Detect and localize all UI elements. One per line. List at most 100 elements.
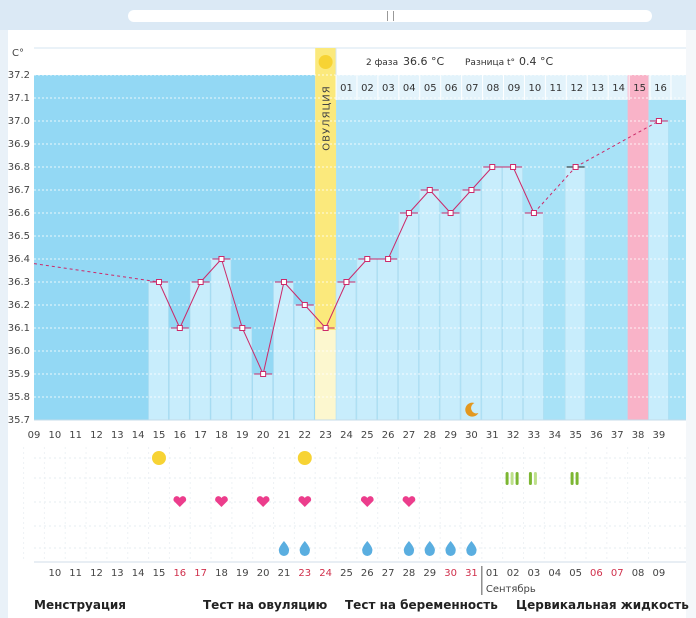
diff-value: 0.4 °C bbox=[519, 55, 553, 68]
legend-pregnancy-test[interactable]: Тест на беременность bbox=[345, 598, 498, 612]
temperature-point[interactable] bbox=[426, 187, 433, 193]
top-date-label: 06 bbox=[445, 83, 458, 94]
temperature-line-segment bbox=[304, 304, 326, 329]
cervical-fluid-bar bbox=[533, 472, 537, 485]
temperature-line-segment bbox=[429, 189, 451, 214]
header-strip bbox=[34, 48, 686, 75]
temperature-line-segment bbox=[283, 281, 306, 306]
date-label: 24 bbox=[319, 568, 332, 579]
temperature-point[interactable] bbox=[322, 325, 329, 331]
cycle-day-label: 28 bbox=[423, 430, 436, 441]
temperature-point[interactable] bbox=[468, 187, 475, 193]
top-date-label: 09 bbox=[508, 83, 521, 94]
temperature-line-segment bbox=[408, 189, 431, 214]
date-label: 07 bbox=[611, 568, 624, 579]
date-label: 25 bbox=[340, 568, 353, 579]
y-tick-label: 37.0 bbox=[8, 116, 30, 127]
horizontal-scrollbar[interactable] bbox=[128, 10, 652, 22]
cycle-day-label: 25 bbox=[361, 430, 374, 441]
cycle-day-label: 17 bbox=[194, 430, 207, 441]
temperature-point[interactable] bbox=[239, 325, 246, 331]
cervical-fluid-bar bbox=[528, 472, 532, 485]
date-label: 26 bbox=[361, 568, 374, 579]
temperature-line-segment bbox=[200, 258, 222, 283]
cycle-day-label: 35 bbox=[569, 430, 582, 441]
cycle-day-label: 21 bbox=[278, 430, 291, 441]
top-date-label: 03 bbox=[382, 83, 395, 94]
temperature-column bbox=[356, 258, 377, 421]
temperature-line-segment bbox=[325, 281, 347, 329]
y-tick-label: 36.4 bbox=[8, 254, 30, 265]
temperature-line-segment bbox=[575, 120, 660, 168]
heart-icon bbox=[360, 496, 374, 507]
top-date-label: 07 bbox=[466, 83, 479, 94]
y-tick-label: 37.2 bbox=[8, 70, 30, 81]
cycle-day-label: 10 bbox=[48, 430, 61, 441]
cycle-day-label: 22 bbox=[298, 430, 311, 441]
legend-cervical-fluid[interactable]: Цервикальная жидкость bbox=[516, 598, 689, 612]
y-tick-label: 36.0 bbox=[8, 346, 30, 357]
cycle-day-label: 26 bbox=[382, 430, 395, 441]
heart-icon bbox=[173, 496, 187, 507]
temperature-column bbox=[398, 212, 419, 421]
cycle-day-label: 11 bbox=[69, 430, 82, 441]
cycle-day-label: 15 bbox=[153, 430, 166, 441]
ovulation-band bbox=[315, 48, 337, 420]
temperature-point[interactable] bbox=[447, 210, 454, 216]
phase-temp: 36.6 °C bbox=[403, 55, 444, 68]
temperature-point[interactable] bbox=[530, 210, 537, 216]
date-label: 03 bbox=[528, 568, 541, 579]
temperature-point[interactable] bbox=[280, 279, 287, 285]
y-tick-label: 36.5 bbox=[8, 231, 30, 242]
temperature-column bbox=[502, 166, 523, 421]
temperature-line-segment bbox=[533, 166, 576, 214]
cycle-day-label: 29 bbox=[444, 430, 457, 441]
diff-label: Разница t° bbox=[465, 58, 515, 68]
cycle-day-label: 34 bbox=[548, 430, 561, 441]
scrollbar-grip-icon[interactable] bbox=[387, 11, 394, 21]
legend-ovulation-test[interactable]: Тест на овуляцию bbox=[203, 598, 328, 612]
cycle-day-label: 27 bbox=[403, 430, 416, 441]
heart-icon bbox=[256, 496, 270, 507]
legend-menstruation[interactable]: Менструация bbox=[34, 598, 126, 612]
cycle-day-label: 18 bbox=[215, 430, 228, 441]
cycle-day-label: 38 bbox=[632, 430, 645, 441]
drop-icon bbox=[278, 541, 290, 556]
date-label: 28 bbox=[403, 568, 416, 579]
temperature-line-segment bbox=[387, 212, 410, 260]
temperature-point[interactable] bbox=[155, 279, 162, 285]
ovulation-label: ОВУЛЯЦИЯ bbox=[322, 85, 333, 151]
heart-icon bbox=[402, 496, 416, 507]
date-label: 27 bbox=[382, 568, 395, 579]
top-date-label: 15 bbox=[633, 83, 646, 94]
temperature-column bbox=[377, 258, 398, 421]
date-label: 17 bbox=[194, 568, 207, 579]
temperature-point[interactable] bbox=[301, 302, 308, 308]
month-label: Сентябрь bbox=[486, 584, 536, 595]
cycle-day-label: 14 bbox=[132, 430, 145, 441]
date-label: 16 bbox=[173, 568, 186, 579]
temperature-point[interactable] bbox=[572, 164, 579, 170]
temperature-point[interactable] bbox=[405, 210, 412, 216]
ovulation-band-lower bbox=[315, 330, 337, 420]
top-date-label: 13 bbox=[591, 83, 604, 94]
temperature-point[interactable] bbox=[655, 118, 662, 124]
temperature-line-segment bbox=[471, 166, 493, 191]
y-tick-label: 36.9 bbox=[8, 139, 30, 150]
temperature-point[interactable] bbox=[260, 371, 267, 377]
temperature-point[interactable] bbox=[385, 256, 392, 262]
date-label: 04 bbox=[548, 568, 561, 579]
y-tick-label: 36.7 bbox=[8, 185, 30, 196]
top-date-label: 12 bbox=[570, 83, 583, 94]
temperature-point[interactable] bbox=[218, 256, 225, 262]
temperature-point[interactable] bbox=[510, 164, 517, 170]
temperature-point[interactable] bbox=[364, 256, 371, 262]
temperature-point[interactable] bbox=[197, 279, 204, 285]
cycle-day-label: 09 bbox=[28, 430, 41, 441]
temperature-line-segment bbox=[450, 189, 472, 214]
date-label: 13 bbox=[111, 568, 124, 579]
temperature-point[interactable] bbox=[343, 279, 350, 285]
temperature-column bbox=[294, 304, 315, 421]
temperature-point[interactable] bbox=[176, 325, 183, 331]
temperature-point[interactable] bbox=[489, 164, 496, 170]
